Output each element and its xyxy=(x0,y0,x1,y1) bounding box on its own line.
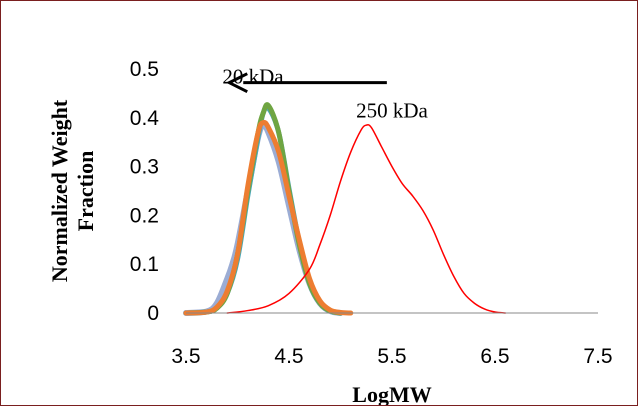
x-tick-labels: 3.5 4.5 5.5 6.5 7.5 xyxy=(171,345,612,368)
annotation-label: 20 kDa xyxy=(222,64,284,88)
x-tick-label: 3.5 xyxy=(171,345,200,368)
y-tick-label: 0.1 xyxy=(130,253,159,276)
series-line-2 xyxy=(183,119,354,316)
x-tick-label: 4.5 xyxy=(274,345,303,368)
x-tick-label: 5.5 xyxy=(377,345,406,368)
series-line-3 xyxy=(183,104,343,316)
x-tick-label: 6.5 xyxy=(480,345,509,368)
y-tick-label: 0.4 xyxy=(130,107,160,130)
annotation-label: 250 kDa xyxy=(356,98,428,122)
annotation-layer: 20 kDa 250 kDa xyxy=(222,64,428,122)
series-line-4 xyxy=(183,122,344,316)
y-tick-label: 0.2 xyxy=(130,204,159,227)
series-line-1 xyxy=(183,102,343,316)
x-tick-label: 7.5 xyxy=(583,345,612,368)
y-tick-label: 0.3 xyxy=(130,156,159,179)
y-tick-label: 0.5 xyxy=(130,58,159,81)
arrow-head xyxy=(225,72,248,94)
y-tick-labels: 0 0.1 0.2 0.3 0.4 0.5 xyxy=(130,58,160,325)
arrow-layer xyxy=(225,72,387,94)
y-axis-title: Normalized WeightFraction xyxy=(47,99,98,282)
series-line-0 xyxy=(226,124,507,314)
y-tick-label: 0 xyxy=(147,302,159,325)
x-axis-title: LogMW xyxy=(352,382,431,405)
series-layer xyxy=(183,102,507,316)
